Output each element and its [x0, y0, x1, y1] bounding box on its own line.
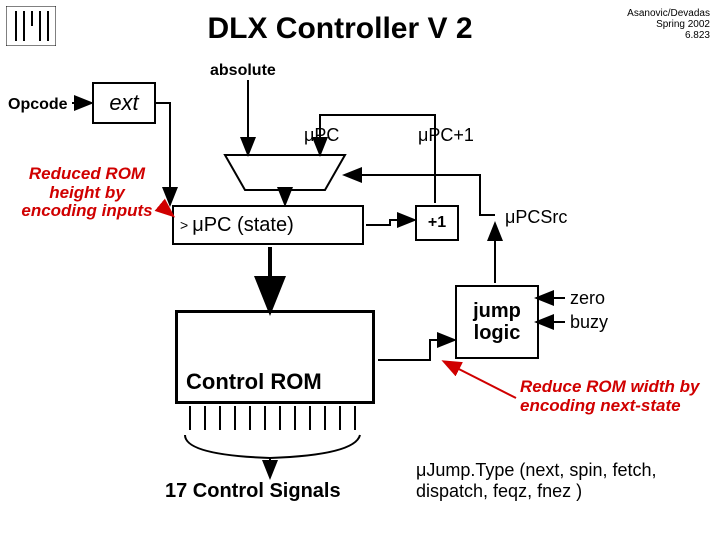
upcsrc-label: μPCSrc	[505, 207, 567, 228]
upc-label: μPC	[304, 125, 339, 146]
buzy-label: buzy	[570, 312, 608, 333]
zero-label: zero	[570, 288, 605, 309]
control-signals-label: 17 Control Signals	[165, 480, 341, 503]
control-rom-box: Control ROM	[175, 310, 375, 404]
upc-plus1-label: μPC+1	[418, 125, 474, 146]
attrib-line2: Spring 2002	[627, 19, 710, 30]
upc-state-box: > μPC (state)	[172, 205, 364, 245]
attrib-line1: Asanovic/Devadas	[627, 8, 710, 19]
jump-type-text: μJump.Type (next, spin, fetch, dispatch,…	[416, 460, 696, 501]
reduce-width-annotation: Reduce ROM width by encoding next-state	[520, 378, 710, 415]
attrib-line3: 6.823	[627, 30, 710, 41]
plus1-box: +1	[415, 205, 459, 241]
jump-logic-text: jump logic	[457, 300, 537, 344]
upc-state-text: μPC (state)	[192, 214, 294, 237]
attribution: Asanovic/Devadas Spring 2002 6.823	[627, 8, 710, 41]
absolute-label: absolute	[210, 62, 276, 80]
ext-box: ext	[92, 82, 156, 124]
diagram-wires	[0, 0, 720, 540]
page-title: DLX Controller V 2	[120, 12, 560, 46]
opcode-label: Opcode	[8, 96, 68, 114]
reduced-height-annotation: Reduced ROM height by encoding inputs	[12, 165, 162, 221]
mit-logo	[6, 6, 56, 51]
jump-logic-box: jump logic	[455, 285, 539, 359]
